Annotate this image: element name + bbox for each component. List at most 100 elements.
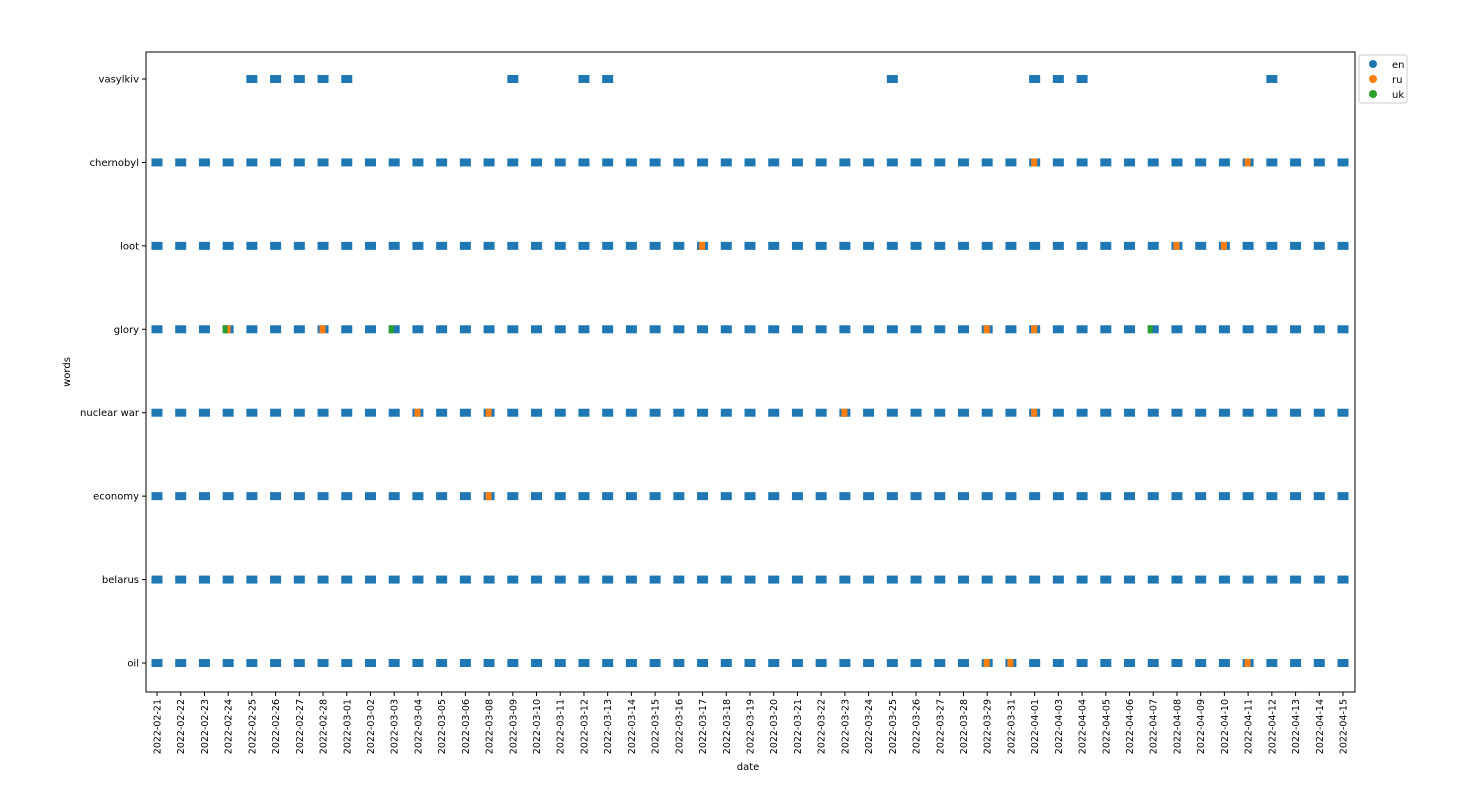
point-ru-oil [983, 659, 990, 667]
point-uk-glory [222, 325, 228, 334]
point-ru-nuclear-war [841, 408, 848, 417]
point-en-glory [625, 325, 637, 334]
point-en-belarus [317, 575, 329, 584]
point-en-oil [1029, 659, 1041, 667]
point-en-economy [554, 492, 566, 501]
point-en-glory [554, 325, 566, 334]
point-en-nuclear-war [436, 408, 448, 417]
point-en-glory [1313, 325, 1325, 334]
point-en-nuclear-war [1313, 408, 1325, 417]
point-en-chernobyl [697, 158, 709, 167]
point-en-loot [720, 241, 732, 250]
point-en-economy [1124, 492, 1136, 501]
point-en-oil [436, 659, 448, 667]
point-en-nuclear-war [459, 408, 471, 417]
point-en-nuclear-war [1076, 408, 1088, 417]
point-en-belarus [1242, 575, 1254, 584]
point-en-glory [1124, 325, 1136, 334]
point-en-belarus [151, 575, 163, 584]
point-en-glory [1100, 325, 1112, 334]
point-en-economy [910, 492, 922, 501]
point-en-belarus [412, 575, 424, 584]
point-en-chernobyl [341, 158, 353, 167]
point-en-belarus [1124, 575, 1136, 584]
point-en-belarus [768, 575, 780, 584]
x-tick-label: 2022-03-28 [959, 699, 970, 754]
point-en-vasylkiv [1266, 75, 1278, 83]
x-tick-label: 2022-02-28 [319, 699, 330, 754]
point-uk-glory [1147, 325, 1153, 334]
point-en-chernobyl [863, 158, 875, 167]
point-en-loot [957, 241, 969, 250]
point-en-loot [863, 241, 875, 250]
point-en-nuclear-war [649, 408, 661, 417]
point-en-nuclear-war [602, 408, 614, 417]
y-ticks: vasylkiv chernobyl loot glory nuclear war eco… [80, 75, 146, 670]
point-en-vasylkiv [578, 75, 590, 83]
point-en-loot [341, 241, 353, 250]
point-en-glory [459, 325, 471, 334]
point-en-chernobyl [1171, 158, 1183, 167]
point-en-economy [791, 492, 803, 501]
point-en-oil [222, 659, 234, 667]
point-en-economy [293, 492, 305, 501]
y-tick-label: glory [114, 325, 139, 336]
legend-marker-en [1369, 60, 1377, 68]
point-en-chernobyl [531, 158, 543, 167]
point-en-belarus [744, 575, 756, 584]
point-en-loot [507, 241, 519, 250]
point-en-belarus [483, 575, 495, 584]
x-axis-label: date [737, 762, 760, 773]
point-en-glory [649, 325, 661, 334]
point-en-economy [459, 492, 471, 501]
point-en-belarus [934, 575, 946, 584]
x-tick-label: 2022-03-11 [556, 699, 567, 754]
point-en-chernobyl [436, 158, 448, 167]
point-en-glory [198, 325, 210, 334]
x-tick-label: 2022-02-24 [224, 699, 235, 754]
point-en-economy [1290, 492, 1302, 501]
point-en-chernobyl [886, 158, 898, 167]
point-en-loot [436, 241, 448, 250]
point-en-glory [934, 325, 946, 334]
y-tick-label: nuclear war [80, 408, 140, 419]
point-ru-glory [319, 325, 326, 334]
point-en-oil [388, 659, 400, 667]
x-tick-label: 2022-04-04 [1078, 699, 1089, 754]
point-en-loot [531, 241, 543, 250]
point-en-nuclear-war [934, 408, 946, 417]
point-en-glory [886, 325, 898, 334]
point-en-belarus [436, 575, 448, 584]
point-en-oil [1052, 659, 1064, 667]
point-en-economy [341, 492, 353, 501]
point-en-belarus [578, 575, 590, 584]
y-tick-label: oil [127, 659, 139, 670]
x-tick-label: 2022-03-15 [651, 699, 662, 754]
point-en-glory [744, 325, 756, 334]
point-en-oil [1076, 659, 1088, 667]
point-en-oil [1171, 659, 1183, 667]
point-en-economy [1147, 492, 1159, 501]
y-tick-label: belarus [102, 575, 139, 586]
point-en-oil [341, 659, 353, 667]
point-en-belarus [198, 575, 210, 584]
point-en-vasylkiv [246, 75, 258, 83]
point-en-oil [364, 659, 376, 667]
point-en-economy [815, 492, 827, 501]
point-en-chernobyl [1195, 158, 1207, 167]
point-en-glory [1337, 325, 1349, 334]
point-en-oil [578, 659, 590, 667]
point-en-economy [886, 492, 898, 501]
point-en-nuclear-war [246, 408, 258, 417]
point-en-oil [1147, 659, 1159, 667]
x-tick-label: 2022-02-26 [271, 699, 282, 754]
point-en-belarus [554, 575, 566, 584]
point-en-belarus [602, 575, 614, 584]
point-en-loot [1290, 241, 1302, 250]
point-en-loot [198, 241, 210, 250]
point-en-economy [198, 492, 210, 501]
point-en-nuclear-war [364, 408, 376, 417]
point-en-chernobyl [222, 158, 234, 167]
y-axis-label: words [62, 357, 73, 387]
point-en-loot [1337, 241, 1349, 250]
